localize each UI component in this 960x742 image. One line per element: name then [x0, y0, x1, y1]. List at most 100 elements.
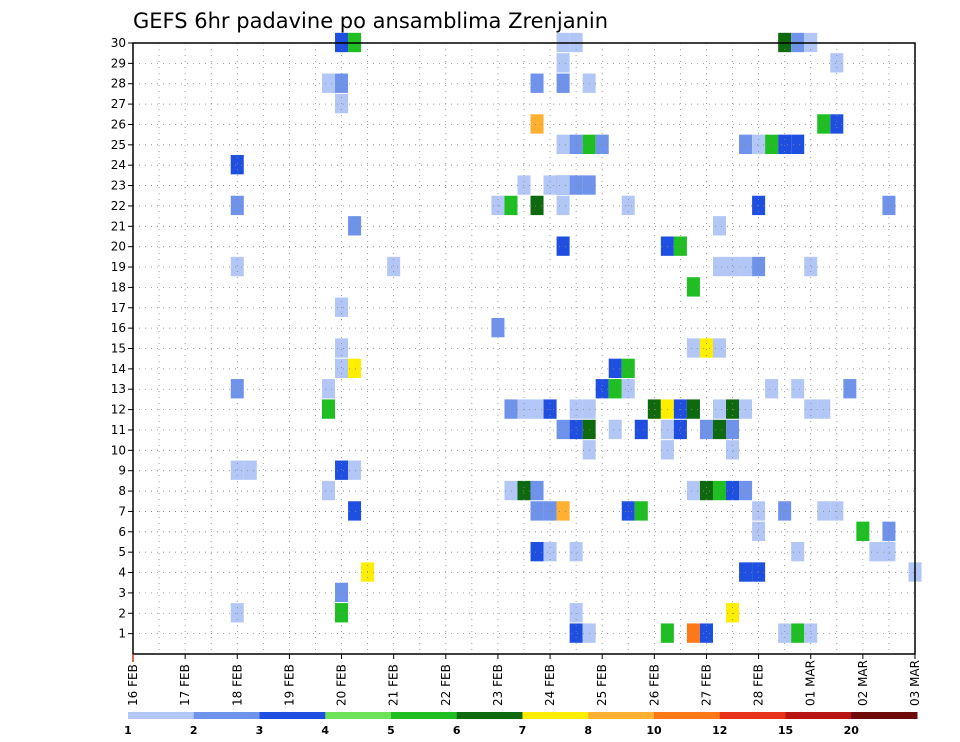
colorbar-label: 10 — [646, 724, 662, 737]
heatmap-cell — [621, 379, 635, 399]
colorbar: 1 2 3 4 5 6 7 8 10 12 15 20 — [124, 712, 918, 737]
heatmap-cell — [712, 399, 727, 419]
heatmap-cell — [608, 358, 622, 379]
x-tick-label: 17 FEB — [178, 664, 192, 706]
heatmap-cell — [726, 603, 740, 623]
heatmap-cell — [882, 521, 896, 541]
colorbar-label: 15 — [778, 724, 793, 737]
heatmap-cell — [335, 73, 349, 93]
heatmap-cell — [530, 541, 544, 562]
heatmap-cell — [321, 379, 336, 399]
colorbar-swatch — [785, 712, 852, 719]
y-tick-label: 25 — [111, 138, 126, 152]
heatmap-cell — [869, 541, 883, 562]
x-tick-label: 25 FEB — [595, 664, 609, 706]
heatmap-cell — [634, 501, 648, 521]
y-tick-label: 13 — [111, 382, 126, 396]
heatmap-cell — [608, 379, 622, 399]
heatmap-cell — [517, 175, 531, 195]
x-tick-label: 23 FEB — [491, 664, 505, 706]
y-tick-label: 17 — [111, 301, 126, 315]
heatmap-cell — [543, 541, 557, 562]
y-tick-label: 30 — [111, 36, 126, 50]
heatmap-cell — [530, 73, 544, 93]
colorbar-swatch — [128, 712, 195, 719]
heatmap-cell — [230, 603, 244, 623]
y-tick-label: 22 — [111, 199, 126, 213]
heatmap-cell — [361, 562, 375, 582]
heatmap-cell — [843, 379, 857, 399]
colorbar-label: 6 — [453, 724, 461, 737]
heatmap-cell — [569, 134, 583, 154]
colorbar-label: 2 — [190, 724, 198, 737]
heatmap-cell — [543, 501, 557, 521]
heatmap-cell — [556, 134, 570, 154]
heatmap-cell — [556, 175, 570, 195]
colorbar-swatch — [456, 712, 523, 719]
heatmap-cell — [699, 480, 713, 501]
y-tick-label: 24 — [111, 158, 126, 172]
heatmap-cell — [686, 277, 700, 297]
heatmap-cell — [752, 134, 766, 154]
heatmap-cell — [673, 236, 687, 256]
heatmap-cell — [660, 236, 674, 256]
heatmap-cell — [739, 480, 753, 501]
heatmap-cell — [778, 623, 792, 643]
y-tick-label: 15 — [111, 342, 126, 356]
heatmap-cell — [856, 521, 870, 541]
heatmap-cell — [335, 603, 349, 623]
heatmap-cell — [556, 501, 570, 521]
colorbar-label: 4 — [321, 724, 329, 737]
heatmap-cell — [556, 236, 570, 256]
colorbar-swatch — [325, 712, 392, 719]
heatmap-cell — [634, 419, 648, 440]
heatmap-cell — [530, 480, 544, 501]
heatmap-cell — [686, 338, 700, 358]
x-tick-label: 20 FEB — [335, 664, 349, 706]
colorbar-swatch — [259, 712, 326, 719]
y-tick-label: 16 — [111, 321, 126, 335]
heatmap-cell — [387, 256, 401, 277]
heatmap-cell — [660, 399, 674, 419]
y-tick-label: 29 — [111, 56, 126, 70]
heatmap-cell — [699, 419, 713, 440]
heatmap-cell — [335, 358, 349, 379]
heatmap-cell — [530, 501, 544, 521]
y-tick-label: 11 — [111, 423, 126, 437]
y-tick-label: 23 — [111, 179, 126, 193]
heatmap-cell — [335, 460, 349, 480]
chart-title: GEFS 6hr padavine po ansamblima Zrenjani… — [133, 9, 608, 33]
x-tick-label: 02 MAR — [856, 660, 870, 706]
y-tick-label: 9 — [118, 464, 126, 478]
heatmap-cell — [830, 114, 844, 134]
heatmap-cell — [830, 501, 844, 521]
y-tick-label: 18 — [111, 280, 126, 294]
heatmap-cell — [504, 195, 518, 216]
heatmap-cell — [660, 440, 674, 460]
heatmap-cell — [778, 501, 792, 521]
x-tick-label: 28 FEB — [752, 664, 766, 706]
colorbar-label: 5 — [387, 724, 395, 737]
heatmap-cells — [230, 32, 922, 643]
heatmap-cell — [673, 419, 687, 440]
y-tick-label: 2 — [118, 606, 126, 620]
heatmap-cell — [752, 521, 766, 541]
y-tick-label: 6 — [118, 525, 126, 539]
x-tick-label: 03 MAR — [908, 660, 922, 706]
heatmap-cell — [595, 379, 609, 399]
colorbar-swatch — [654, 712, 721, 719]
heatmap-cell — [569, 419, 583, 440]
heatmap-cell — [726, 480, 740, 501]
heatmap-cell — [739, 562, 753, 582]
heatmap-cell — [752, 501, 766, 521]
heatmap-cell — [712, 480, 727, 501]
colorbar-swatch — [391, 712, 458, 719]
colorbar-label: 20 — [844, 724, 860, 737]
x-tick-label: 16 FEB — [126, 664, 140, 706]
heatmap-cell — [582, 440, 596, 460]
colorbar-swatch — [193, 712, 260, 719]
heatmap-cell — [582, 419, 596, 440]
y-tick-label: 7 — [118, 504, 126, 518]
colorbar-swatch — [588, 712, 655, 719]
